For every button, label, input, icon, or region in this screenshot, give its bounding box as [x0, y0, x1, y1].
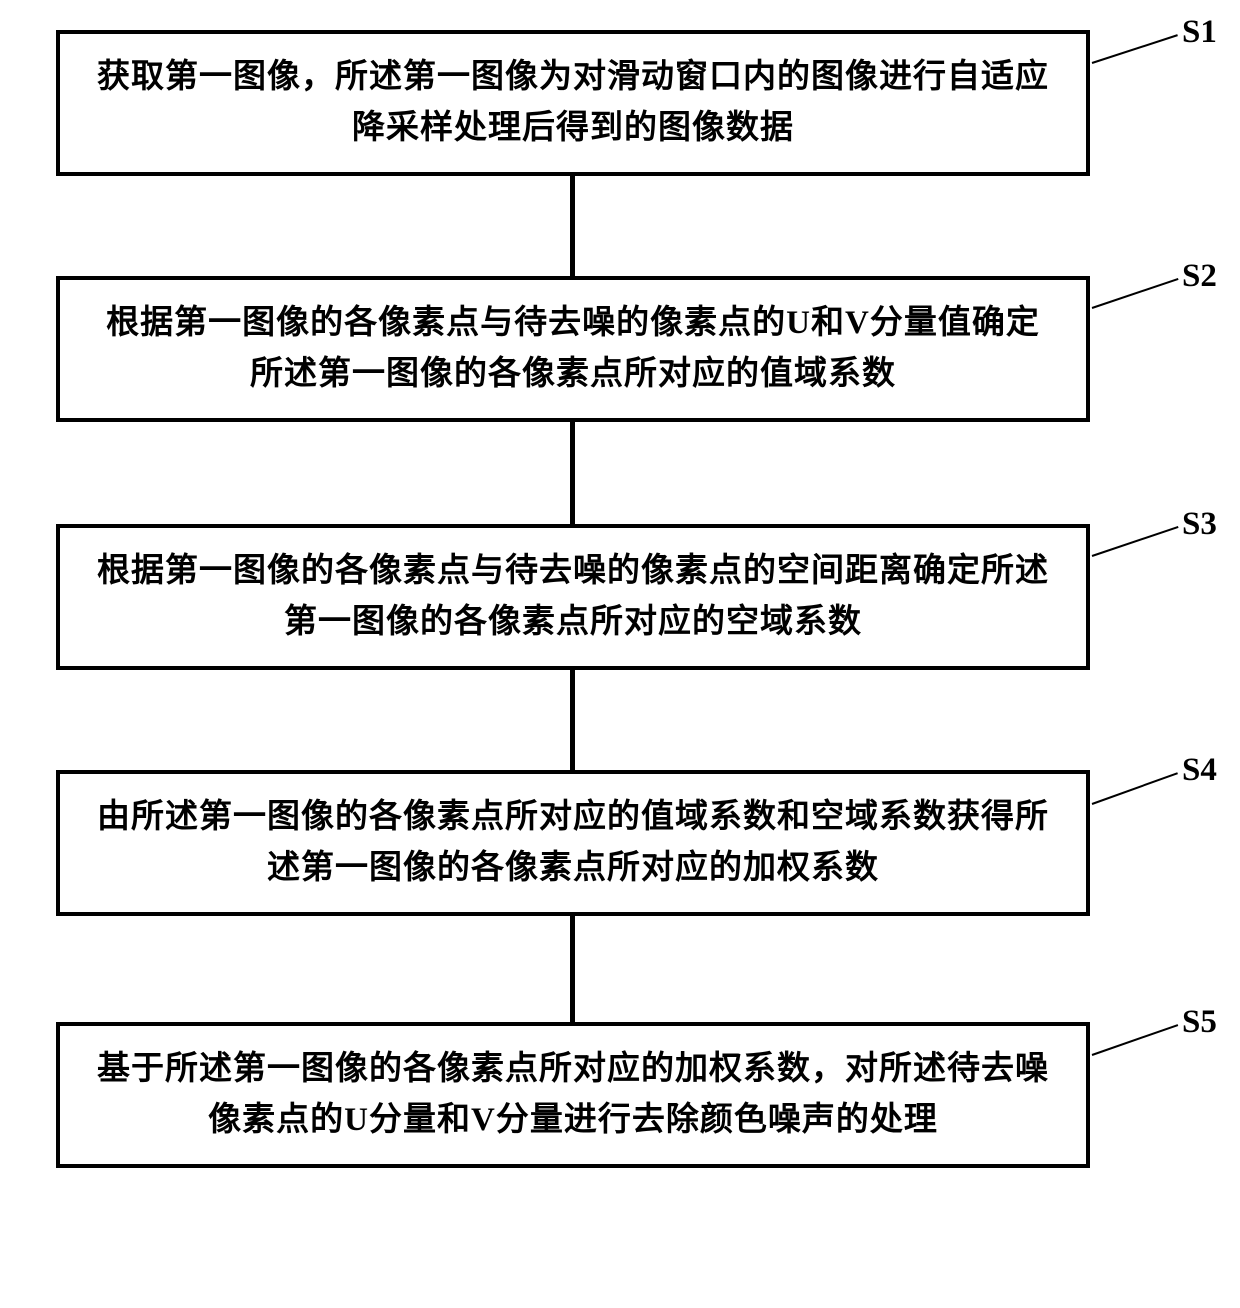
step-box-s3: 根据第一图像的各像素点与待去噪的像素点的空间距离确定所述第一图像的各像素点所对应…	[56, 524, 1090, 670]
connector-3-4	[570, 670, 575, 770]
step-text: 基于所述第一图像的各像素点所对应的加权系数，对所述待去噪像素点的U分量和V分量进…	[92, 1044, 1054, 1146]
step-text: 根据第一图像的各像素点与待去噪的像素点的空间距离确定所述第一图像的各像素点所对应…	[92, 546, 1054, 648]
flowchart-container: 获取第一图像，所述第一图像为对滑动窗口内的图像进行自适应降采样处理后得到的图像数…	[0, 0, 1240, 1308]
leader-s1	[1092, 34, 1179, 64]
step-text: 根据第一图像的各像素点与待去噪的像素点的U和V分量值确定所述第一图像的各像素点所…	[92, 298, 1054, 400]
leader-s5	[1092, 1024, 1179, 1056]
leader-s3	[1092, 526, 1179, 557]
step-box-s5: 基于所述第一图像的各像素点所对应的加权系数，对所述待去噪像素点的U分量和V分量进…	[56, 1022, 1090, 1168]
connector-1-2	[570, 176, 575, 276]
step-label-s3: S3	[1182, 506, 1217, 543]
step-box-s2: 根据第一图像的各像素点与待去噪的像素点的U和V分量值确定所述第一图像的各像素点所…	[56, 276, 1090, 422]
step-label-s4: S4	[1182, 752, 1217, 789]
step-box-s4: 由所述第一图像的各像素点所对应的值域系数和空域系数获得所述第一图像的各像素点所对…	[56, 770, 1090, 916]
step-text: 由所述第一图像的各像素点所对应的值域系数和空域系数获得所述第一图像的各像素点所对…	[92, 792, 1054, 894]
connector-4-5	[570, 916, 575, 1022]
leader-s2	[1092, 278, 1179, 309]
connector-2-3	[570, 422, 575, 524]
step-label-s5: S5	[1182, 1004, 1217, 1041]
step-text: 获取第一图像，所述第一图像为对滑动窗口内的图像进行自适应降采样处理后得到的图像数…	[92, 52, 1054, 154]
step-label-s1: S1	[1182, 14, 1217, 51]
step-box-s1: 获取第一图像，所述第一图像为对滑动窗口内的图像进行自适应降采样处理后得到的图像数…	[56, 30, 1090, 176]
step-label-s2: S2	[1182, 258, 1217, 295]
leader-s4	[1092, 772, 1179, 805]
